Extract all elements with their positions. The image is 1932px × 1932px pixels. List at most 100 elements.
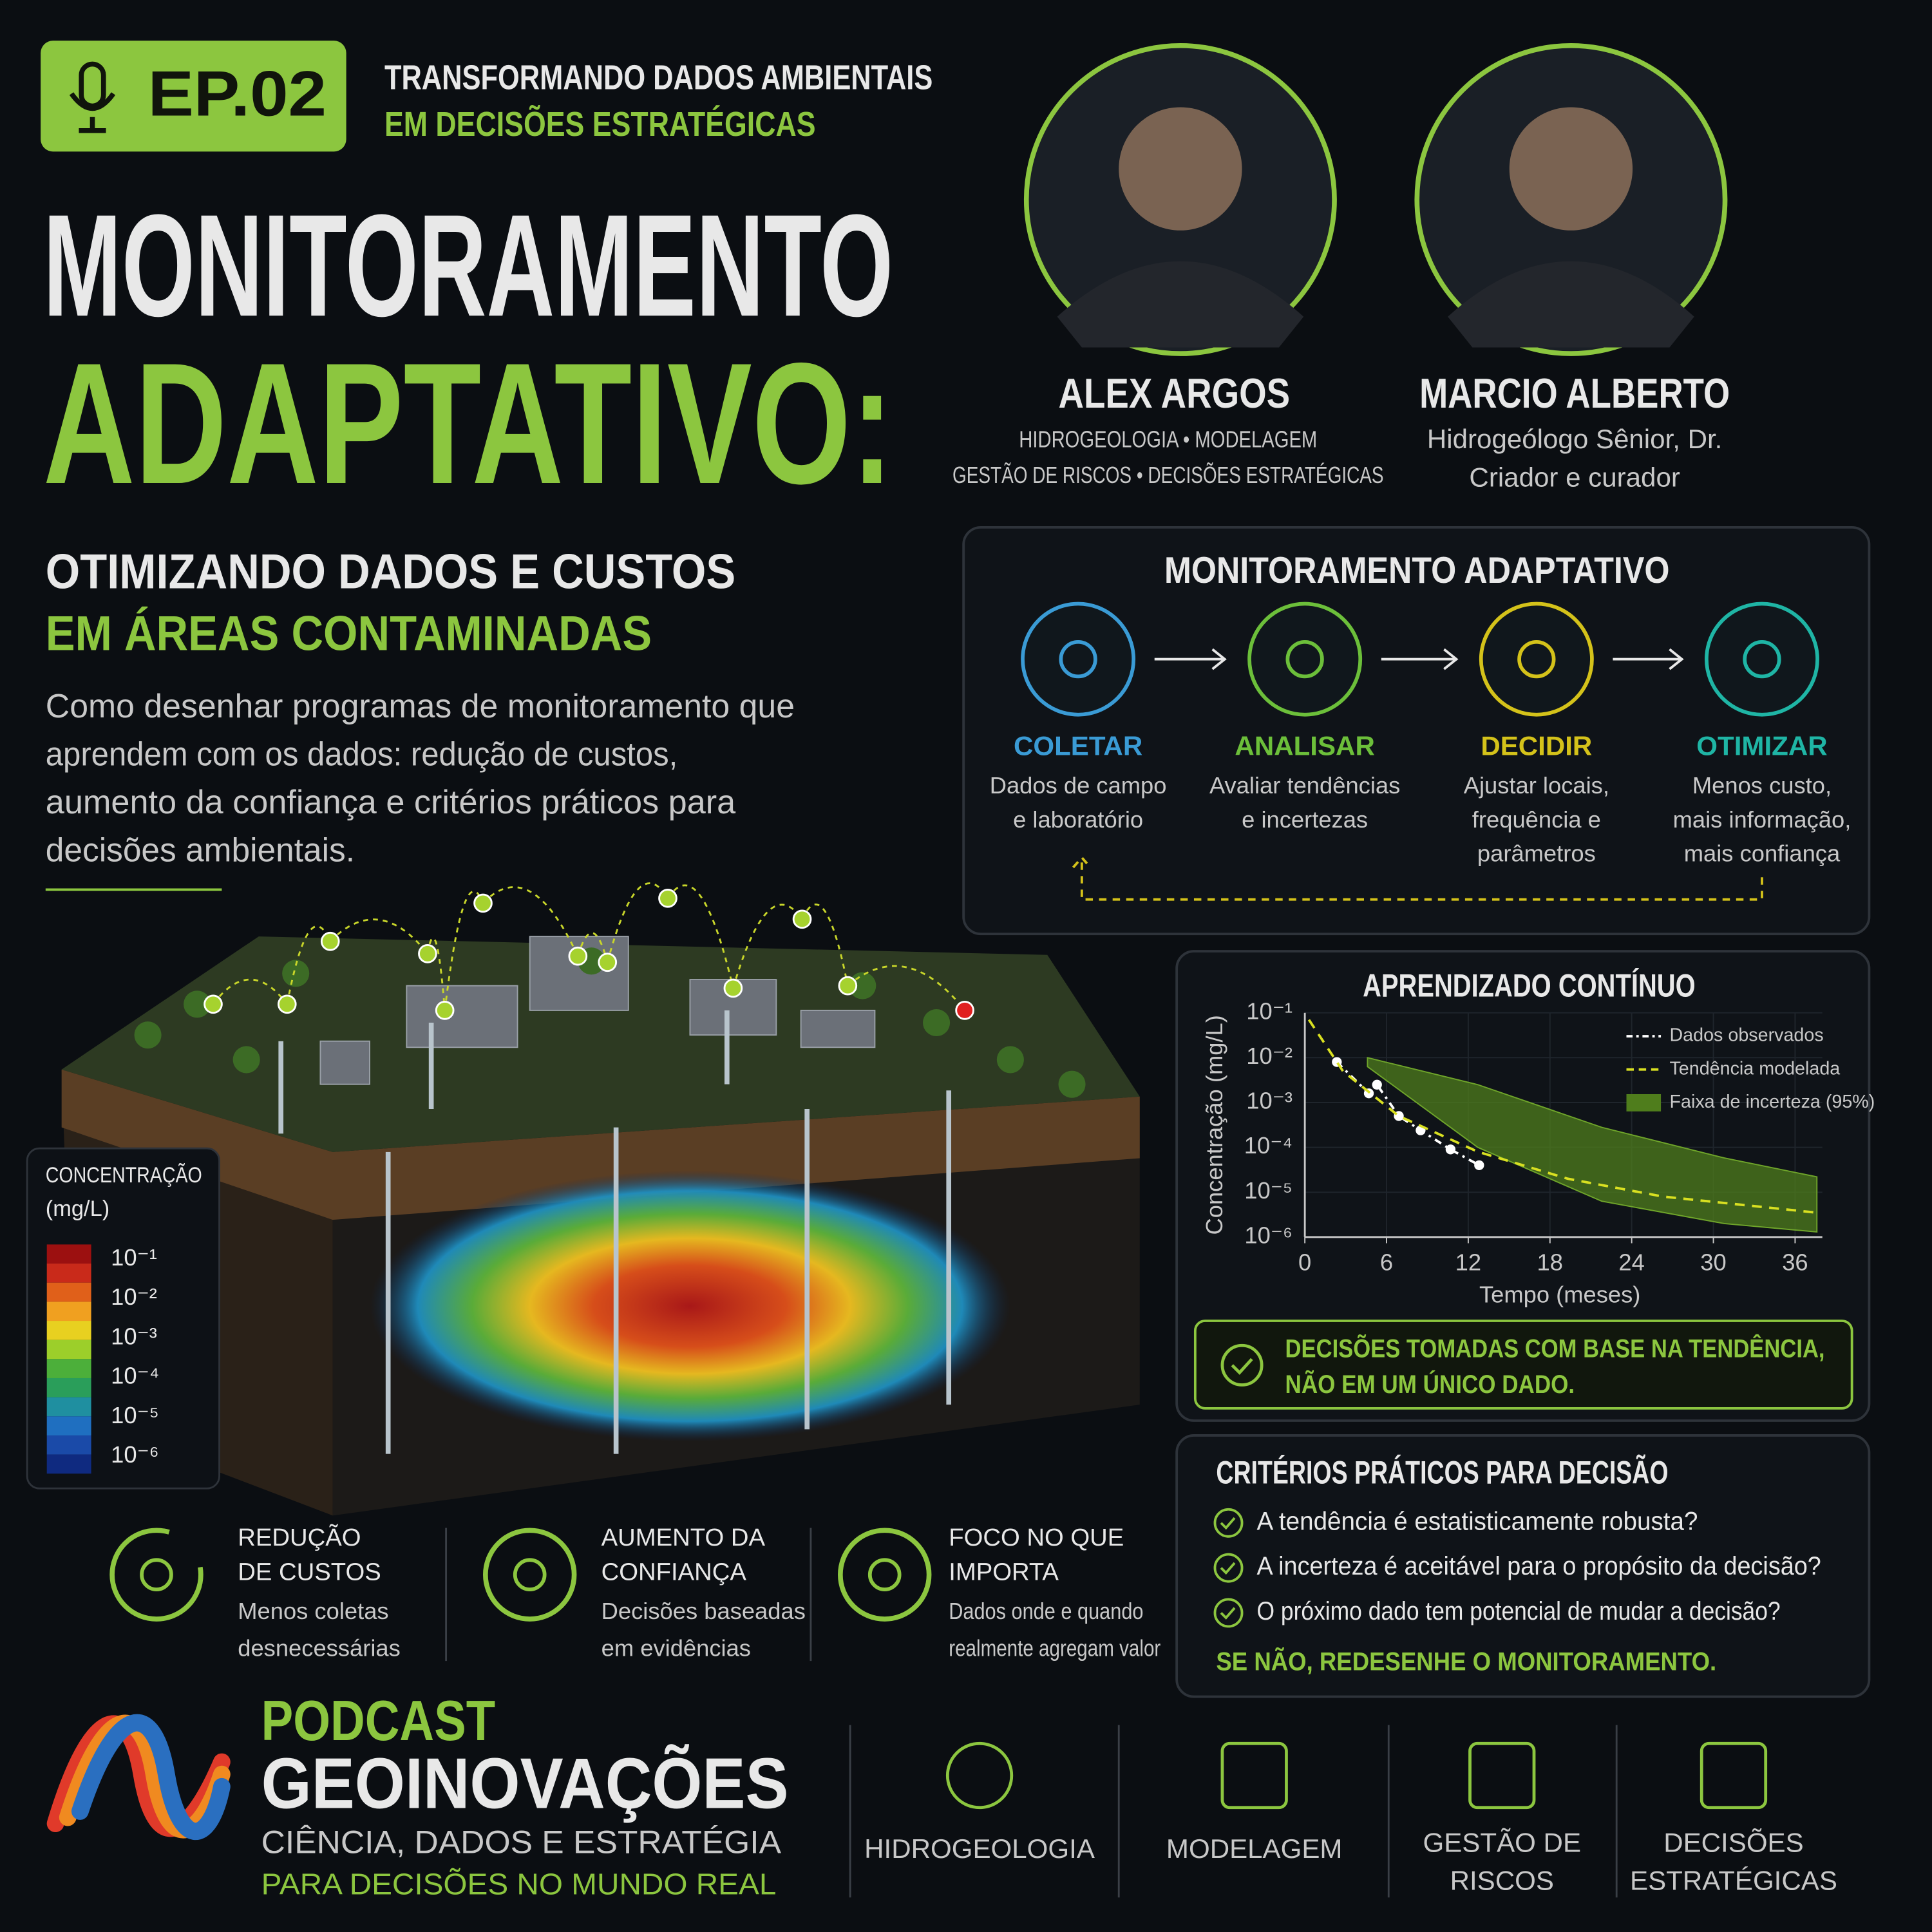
subtitle: EM ÁREAS CONTAMINADAS: [46, 606, 652, 661]
step-icon-inner: [1059, 639, 1097, 679]
benefit-text: realmente agregam valor: [949, 1634, 1160, 1661]
benefit-text: Decisões baseadas: [601, 1598, 806, 1624]
host-body: [1448, 261, 1694, 348]
step-text: mais confiança: [1684, 840, 1841, 866]
scale-swatch: [46, 1340, 91, 1359]
host-role: HIDROGEOLOGIA • MODELAGEM: [1019, 426, 1317, 453]
tree: [232, 1046, 260, 1074]
topic-label: RISCOS: [1450, 1866, 1554, 1896]
sensor: [838, 976, 858, 996]
step-text: mais informação,: [1673, 806, 1852, 833]
scale-label: 10⁻¹: [111, 1244, 157, 1271]
topic-label: MODELAGEM: [1166, 1833, 1343, 1864]
y-axis-label: Concentração (mg/L): [1201, 1015, 1227, 1235]
sensor: [792, 909, 812, 929]
legend-label: Dados observados: [1669, 1025, 1823, 1046]
benefit-icon: [483, 1528, 577, 1622]
chart-note-box: [1193, 1320, 1853, 1410]
y-tick-label: 10⁻²: [1246, 1043, 1293, 1069]
x-tick-label: 6: [1380, 1249, 1393, 1276]
legend-label: Tendência modelada: [1669, 1058, 1840, 1079]
tree: [923, 1009, 951, 1037]
step-icon-inner: [1517, 639, 1556, 679]
scale-swatch: [46, 1454, 91, 1474]
step-label: COLETAR: [1014, 730, 1142, 761]
host-head: [1119, 107, 1242, 231]
y-tick-label: 10⁻³: [1246, 1088, 1293, 1114]
flow-arrow: [1613, 648, 1684, 670]
sensor-link: [576, 932, 609, 963]
topic-icon: [945, 1741, 1014, 1810]
feedback-arrow: [1072, 855, 1763, 901]
x-tick-label: 18: [1537, 1249, 1563, 1276]
soil-layer: [61, 1069, 1140, 1220]
benefit-text: Menos coletas: [238, 1598, 388, 1624]
brand-tagline: PARA DECISÕES NO MUNDO REAL: [261, 1867, 777, 1900]
legend-label: Faixa de incerteza (95%): [1669, 1092, 1875, 1112]
step-text: Menos custo,: [1692, 772, 1832, 799]
y-tick-label: 10⁻⁶: [1244, 1222, 1293, 1249]
benefit-title: REDUÇÃO: [238, 1524, 361, 1551]
y-tick-label: 10⁻⁵: [1244, 1177, 1293, 1204]
scale-swatch: [46, 1378, 91, 1397]
legend-swatch: [1626, 1094, 1662, 1112]
step-icon: [1479, 601, 1594, 717]
uncertainty-band: [1367, 1057, 1818, 1233]
check-icon: [1231, 1358, 1253, 1375]
episode-title: EM DECISÕES ESTRATÉGICAS: [384, 105, 816, 144]
benefit-icon: [838, 1528, 932, 1622]
benefit-icon: [109, 1528, 204, 1622]
step-icon: [1021, 601, 1136, 717]
episode-number: EP.02: [148, 58, 327, 129]
step-text: Avaliar tendências: [1209, 772, 1400, 799]
topic-icon: [1468, 1741, 1536, 1810]
check-icon: [1213, 1553, 1244, 1583]
host-head: [1509, 107, 1633, 231]
description: Como desenhar programas de monitoramento…: [46, 687, 795, 724]
y-tick-label: 10⁻⁴: [1244, 1132, 1293, 1159]
sensor: [320, 931, 340, 951]
building: [406, 985, 518, 1048]
tree: [996, 1046, 1024, 1074]
scale-label: 10⁻⁵: [111, 1402, 159, 1428]
benefit-title: DE CUSTOS: [238, 1558, 381, 1586]
topic-icon: [1700, 1741, 1768, 1810]
scale-swatch: [46, 1359, 91, 1378]
host-body: [1057, 261, 1304, 348]
data-point: [1372, 1079, 1382, 1090]
data-point: [1474, 1160, 1484, 1170]
description: aumento da confiança e critérios prático…: [46, 783, 736, 820]
subtitle: OTIMIZANDO DADOS E CUSTOS: [46, 545, 735, 600]
scale-swatch: [46, 1244, 91, 1264]
topic-label: DECISÕES: [1663, 1827, 1803, 1857]
flow-arrow: [1381, 648, 1459, 670]
tree: [1058, 1070, 1086, 1098]
sensor: [658, 888, 677, 908]
main-title: MONITORAMENTO: [43, 184, 893, 346]
sensor: [723, 978, 743, 998]
scale-swatch: [46, 1282, 91, 1302]
scale-swatch: [46, 1397, 91, 1417]
y-tick-label: 10⁻¹: [1246, 998, 1293, 1024]
topic-label: HIDROGEOLOGIA: [864, 1833, 1095, 1864]
sensor-link: [444, 890, 484, 1011]
step-label: DECIDIR: [1481, 730, 1592, 761]
step-text: Dados de campo: [990, 772, 1167, 799]
check-icon: [1213, 1508, 1244, 1538]
sensor-link: [212, 978, 288, 1005]
x-tick-label: 12: [1455, 1249, 1481, 1276]
host-name: ALEX ARGOS: [1058, 370, 1290, 417]
host-role: Hidrogeólogo Sênior, Dr.: [1427, 424, 1722, 454]
check-icon: [1220, 1517, 1236, 1530]
sensor: [473, 893, 493, 913]
mic-icon: [69, 92, 116, 133]
flow-arrow: [1154, 648, 1227, 670]
scale-title: (mg/L): [46, 1197, 109, 1221]
benefit-title: AUMENTO DA: [601, 1524, 766, 1551]
description: decisões ambientais.: [46, 831, 355, 869]
brand-name: PODCAST: [261, 1689, 496, 1752]
scale-label: 10⁻³: [111, 1323, 157, 1349]
benefit-icon-inner: [513, 1558, 547, 1591]
sensor-link: [426, 937, 446, 1010]
